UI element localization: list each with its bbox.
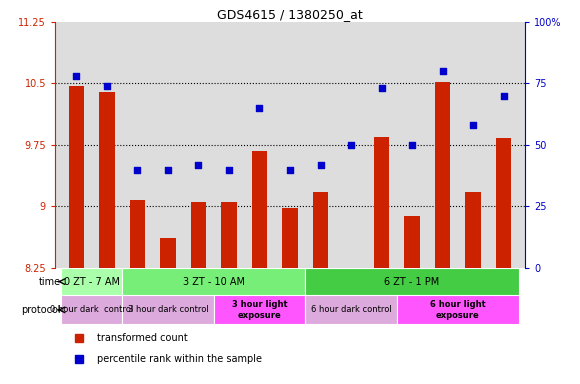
Bar bbox=[69, 86, 84, 268]
Bar bbox=[191, 202, 206, 268]
Text: 6 ZT - 1 PM: 6 ZT - 1 PM bbox=[385, 276, 440, 286]
Point bbox=[133, 167, 142, 173]
Point bbox=[72, 73, 81, 79]
Bar bbox=[435, 82, 450, 268]
Text: 0 ZT - 7 AM: 0 ZT - 7 AM bbox=[64, 276, 119, 286]
Point bbox=[316, 162, 325, 168]
Point bbox=[164, 167, 173, 173]
Text: 3 ZT - 10 AM: 3 ZT - 10 AM bbox=[183, 276, 245, 286]
Text: 0 hour dark  control: 0 hour dark control bbox=[50, 305, 133, 314]
Point bbox=[407, 142, 416, 148]
Text: 6 hour dark control: 6 hour dark control bbox=[311, 305, 392, 314]
Bar bbox=[222, 202, 237, 268]
Bar bbox=[305, 295, 397, 324]
Bar bbox=[99, 92, 114, 268]
Bar bbox=[61, 295, 122, 324]
Point bbox=[469, 122, 478, 128]
Point bbox=[255, 105, 264, 111]
Bar bbox=[313, 192, 328, 268]
Bar bbox=[305, 268, 519, 295]
Text: transformed count: transformed count bbox=[97, 333, 188, 343]
Bar bbox=[122, 295, 213, 324]
Bar bbox=[122, 268, 305, 295]
Point bbox=[346, 142, 356, 148]
Bar bbox=[252, 151, 267, 268]
Text: protocol: protocol bbox=[21, 305, 61, 315]
Bar bbox=[496, 137, 511, 268]
Point bbox=[224, 167, 234, 173]
Bar bbox=[374, 137, 389, 268]
Point bbox=[499, 93, 508, 99]
Point bbox=[194, 162, 203, 168]
Bar bbox=[397, 295, 519, 324]
Text: time: time bbox=[39, 276, 61, 286]
Bar bbox=[160, 238, 176, 268]
Bar bbox=[282, 208, 298, 268]
Point bbox=[102, 83, 111, 89]
Title: GDS4615 / 1380250_at: GDS4615 / 1380250_at bbox=[217, 8, 363, 21]
Text: 6 hour light
exposure: 6 hour light exposure bbox=[430, 300, 485, 319]
Bar bbox=[130, 200, 145, 268]
Point bbox=[377, 85, 386, 91]
Bar bbox=[213, 295, 305, 324]
Text: percentile rank within the sample: percentile rank within the sample bbox=[97, 354, 262, 364]
Bar bbox=[61, 268, 122, 295]
Point bbox=[438, 68, 447, 74]
Bar bbox=[404, 216, 420, 268]
Point bbox=[285, 167, 295, 173]
Text: 3 hour dark control: 3 hour dark control bbox=[128, 305, 208, 314]
Bar bbox=[466, 192, 481, 268]
Text: 3 hour light
exposure: 3 hour light exposure bbox=[231, 300, 287, 319]
